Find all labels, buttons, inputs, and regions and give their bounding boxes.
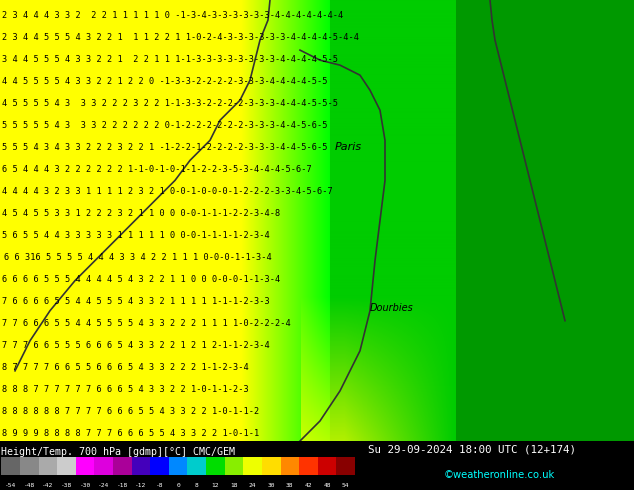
Bar <box>262 457 281 475</box>
Text: 2 3 4 4 5 5 5 4 3 2 2 1  1 1 2 2 1 1-0-2-4-3-3-3-3-3-3-4-4-4-4-5-4-4: 2 3 4 4 5 5 5 4 3 2 2 1 1 1 2 2 1 1-0-2-… <box>2 32 359 42</box>
Text: 30: 30 <box>268 483 275 488</box>
Text: 54: 54 <box>342 483 349 488</box>
Text: 0: 0 <box>176 483 180 488</box>
Text: 7 6 6 6 6 5 5 4 4 5 5 5 4 3 3 2 1 1 1 1 1-1-1-2-3-3: 7 6 6 6 6 5 5 4 4 5 5 5 4 3 3 2 1 1 1 1 … <box>2 297 269 306</box>
Text: -42: -42 <box>42 483 53 488</box>
Text: -18: -18 <box>117 483 128 488</box>
Text: 8 8 8 7 7 7 7 7 7 6 6 6 5 4 3 3 2 2 1-0-1-1-2-3: 8 8 8 7 7 7 7 7 7 6 6 6 5 4 3 3 2 2 1-0-… <box>2 385 249 394</box>
Text: -30: -30 <box>79 483 91 488</box>
Text: 8 9 9 9 8 8 8 8 7 7 7 6 6 6 5 5 4 3 3 2 2 1-0-1-1: 8 9 9 9 8 8 8 8 7 7 7 6 6 6 5 5 4 3 3 2 … <box>2 429 259 439</box>
Text: 42: 42 <box>305 483 312 488</box>
Text: -12: -12 <box>135 483 146 488</box>
Text: 6 6 6 6 5 5 5 4 4 4 4 5 4 3 2 2 1 1 0 0 0-0-0-1-1-3-4: 6 6 6 6 5 5 5 4 4 4 4 5 4 3 2 2 1 1 0 0 … <box>2 275 280 284</box>
Text: 5 6 5 5 4 4 3 3 3 3 3 1 1 1 1 1 0 0-0-1-1-1-1-2-3-4: 5 6 5 5 4 4 3 3 3 3 3 1 1 1 1 1 0 0-0-1-… <box>2 231 269 240</box>
Text: 4 5 4 5 5 3 3 1 2 2 2 3 2 1 1 0 0 0-0-1-1-1-2-2-3-4-8: 4 5 4 5 5 3 3 1 2 2 2 3 2 1 1 0 0 0-0-1-… <box>2 209 280 218</box>
Text: 7 7 7 6 6 5 5 5 6 6 6 5 4 3 3 2 2 1 2 1 2-1-1-2-3-4: 7 7 7 6 6 5 5 5 6 6 6 5 4 3 3 2 2 1 2 1 … <box>2 341 269 350</box>
Text: -38: -38 <box>61 483 72 488</box>
Text: 4 5 5 5 5 4 3  3 3 2 2 2 3 2 2 1-1-3-3-2-2-2-2-3-3-3-4-4-4-5-5-5: 4 5 5 5 5 4 3 3 3 2 2 2 3 2 2 1-1-3-3-2-… <box>2 98 338 108</box>
Text: 12: 12 <box>212 483 219 488</box>
Text: 5 5 5 4 3 4 3 3 2 2 2 3 2 2 1 -1-2-2-1-2-2-2-2-3-3-3-4-4-5-6-5: 5 5 5 4 3 4 3 3 2 2 2 3 2 2 1 -1-2-2-1-2… <box>2 143 328 152</box>
Text: Paris: Paris <box>335 142 362 152</box>
Text: -24: -24 <box>98 483 109 488</box>
Text: 5 5 5 5 5 4 3  3 3 2 2 2 2 2 2 0-1-2-2-2-2-2-2-3-3-3-4-4-5-6-5: 5 5 5 5 5 4 3 3 3 2 2 2 2 2 2 0-1-2-2-2-… <box>2 121 328 130</box>
Text: 18: 18 <box>230 483 238 488</box>
Text: -54: -54 <box>5 483 16 488</box>
Bar <box>39 457 57 475</box>
Bar <box>75 457 94 475</box>
Text: 4 4 4 4 3 2 3 3 1 1 1 1 2 3 2 1 0-0-1-0-0-0-1-2-2-2-3-3-4-5-6-7: 4 4 4 4 3 2 3 3 1 1 1 1 2 3 2 1 0-0-1-0-… <box>2 187 333 196</box>
Text: 2 3 4 4 4 3 3 2  2 2 1 1 1 1 1 0 -1-3-4-3-3-3-3-3-3-4-4-4-4-4-4-4: 2 3 4 4 4 3 3 2 2 2 1 1 1 1 1 0 -1-3-4-3… <box>2 10 343 20</box>
Bar <box>20 457 39 475</box>
Text: Height/Temp. 700 hPa [gdmp][°C] CMC/GEM: Height/Temp. 700 hPa [gdmp][°C] CMC/GEM <box>1 447 235 457</box>
Text: ©weatheronline.co.uk: ©weatheronline.co.uk <box>444 470 555 480</box>
Text: 8 8 8 8 8 8 7 7 7 7 6 6 6 5 5 4 3 3 2 2 1-0-1-1-2: 8 8 8 8 8 8 7 7 7 7 6 6 6 5 5 4 3 3 2 2 … <box>2 407 259 416</box>
Bar <box>150 457 169 475</box>
Bar <box>1 457 20 475</box>
Text: 48: 48 <box>323 483 331 488</box>
Bar <box>113 457 132 475</box>
Bar <box>94 457 113 475</box>
Bar <box>169 457 188 475</box>
Bar <box>132 457 150 475</box>
Text: 7 7 6 6 6 5 5 4 4 5 5 5 5 4 3 3 2 2 2 1 1 1 1-0-2-2-2-4: 7 7 6 6 6 5 5 4 4 5 5 5 5 4 3 3 2 2 2 1 … <box>2 319 291 328</box>
Text: -48: -48 <box>23 483 35 488</box>
Bar <box>57 457 75 475</box>
Text: 38: 38 <box>286 483 294 488</box>
Text: 4 4 5 5 5 5 4 3 3 2 2 1 2 2 0 -1-3-3-2-2-2-2-3-3-3-4-4-4-4-5-5: 4 4 5 5 5 5 4 3 3 2 2 1 2 2 0 -1-3-3-2-2… <box>2 76 328 86</box>
Bar <box>281 457 299 475</box>
Text: 3 4 4 5 5 5 4 3 3 2 2 1  2 2 1 1 1-1-3-3-3-3-3-3-3-3-4-4-4-4-5-5: 3 4 4 5 5 5 4 3 3 2 2 1 2 2 1 1 1-1-3-3-… <box>2 54 338 64</box>
Bar <box>188 457 206 475</box>
Text: 6 5 4 4 4 3 2 2 2 2 2 2 1-1-0-1-0-1-1-2-2-3-5-3-4-4-4-5-6-7: 6 5 4 4 4 3 2 2 2 2 2 2 1-1-0-1-0-1-1-2-… <box>2 165 312 174</box>
Text: 24: 24 <box>249 483 256 488</box>
Bar <box>318 457 337 475</box>
Bar <box>337 457 355 475</box>
Text: 6 6 316 5 5 5 5 4 4 4 3 3 4 2 2 1 1 1 0-0-0-1-1-3-4: 6 6 316 5 5 5 5 4 4 4 3 3 4 2 2 1 1 1 0-… <box>4 253 272 262</box>
Text: 8: 8 <box>195 483 198 488</box>
Bar <box>224 457 243 475</box>
Text: 8 7 7 7 7 6 6 5 5 6 6 6 5 4 3 3 2 2 2 1-1-2-3-4: 8 7 7 7 7 6 6 5 5 6 6 6 5 4 3 3 2 2 2 1-… <box>2 363 249 372</box>
Text: Su 29-09-2024 18:00 UTC (12+174): Su 29-09-2024 18:00 UTC (12+174) <box>368 445 576 455</box>
Text: Dourbies: Dourbies <box>370 303 414 313</box>
Bar <box>243 457 262 475</box>
Text: -8: -8 <box>156 483 164 488</box>
Bar <box>206 457 224 475</box>
Bar <box>299 457 318 475</box>
